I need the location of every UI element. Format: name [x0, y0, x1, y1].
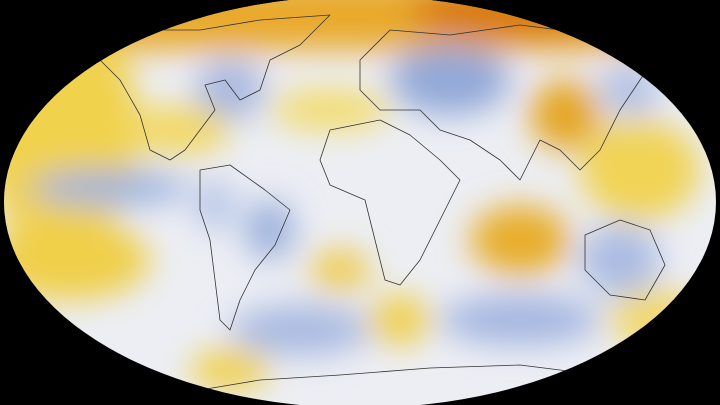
west-pacific-warm — [580, 120, 700, 220]
southern-cool-west — [230, 305, 370, 355]
asia-cool — [390, 45, 510, 115]
australia-cool — [580, 225, 660, 295]
china-warm — [530, 80, 600, 150]
brazil-cool — [245, 200, 295, 260]
south-africa-warm — [370, 295, 430, 345]
antarctic-warm — [190, 350, 270, 390]
south-america — [199, 164, 291, 331]
pacific-cool-band — [30, 170, 190, 206]
atlantic-warm — [270, 90, 390, 130]
eurasia — [359, 24, 661, 181]
south-atlantic-warm — [310, 250, 370, 290]
australia — [584, 219, 666, 301]
north-america — [94, 14, 331, 161]
indian-ocean-warm — [470, 205, 570, 275]
southern-cool-east — [440, 295, 600, 345]
anomaly-blobs — [4, 0, 716, 390]
hudson-cool — [195, 60, 265, 120]
africa — [319, 119, 461, 286]
us-warm — [130, 105, 230, 155]
andes-cool — [195, 180, 235, 230]
